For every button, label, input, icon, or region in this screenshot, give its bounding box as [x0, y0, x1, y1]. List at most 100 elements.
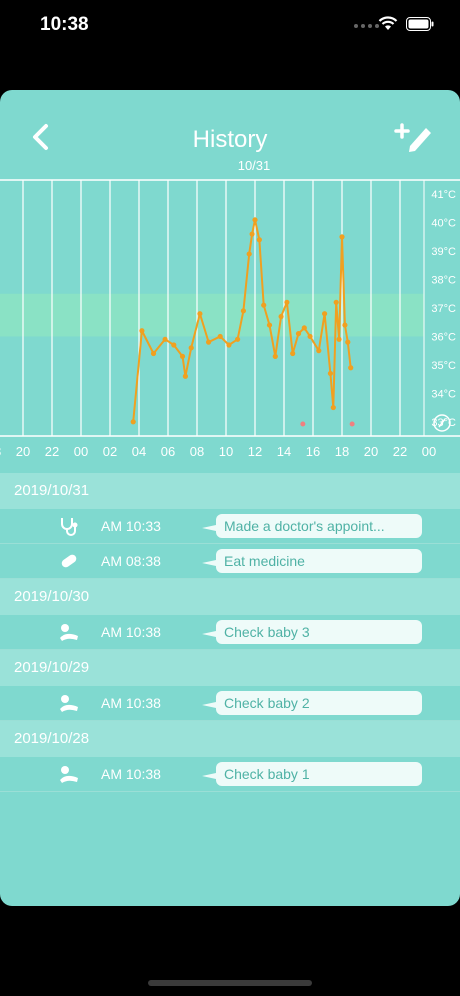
x-tick-label: 18	[0, 444, 1, 459]
temperature-point	[266, 322, 273, 328]
temperature-point	[342, 322, 348, 328]
x-tick-label: 14	[277, 444, 291, 459]
temperature-chart[interactable]: 18 20 22 00 02 04 06 08 10 12 14 16 18 20 22 00 41°C 40°C…	[0, 178, 460, 463]
date-header: 2019/10/30	[0, 579, 460, 615]
x-tick-label: 00	[74, 444, 88, 459]
y-tick-label: 36°C	[431, 331, 456, 343]
entry-time: AM 10:38	[101, 624, 161, 640]
temperature-point	[188, 345, 194, 351]
temperature-point	[235, 336, 241, 342]
wifi-icon	[378, 16, 398, 30]
bubble-tail	[202, 631, 216, 637]
temperature-point	[284, 299, 290, 305]
x-tick-label: 20	[364, 444, 378, 459]
temperature-point	[217, 333, 223, 340]
temperature-point	[240, 308, 246, 314]
x-tick-label: 10	[219, 444, 233, 459]
chevron-left-icon	[33, 124, 48, 150]
temperature-point	[348, 365, 354, 371]
add-note-button[interactable]	[392, 120, 436, 154]
history-list: 2019/10/31 AM 10:33 Made a doctor's appoin…	[0, 473, 460, 792]
stethoscope-icon	[58, 516, 80, 536]
history-entry-row[interactable]: AM 08:38 Eat medicine	[0, 544, 460, 579]
temperature-point	[290, 350, 296, 357]
entry-time: AM 10:38	[101, 695, 161, 711]
entry-time: AM 10:38	[101, 766, 161, 782]
history-entry-row[interactable]: AM 10:38 Check baby 3	[0, 615, 460, 650]
entry-note[interactable]: Made a doctor's appoint...	[216, 514, 422, 538]
temperature-point	[330, 404, 336, 411]
baby-icon	[58, 764, 80, 784]
temperature-point	[307, 333, 313, 340]
battery-icon	[406, 16, 434, 31]
y-tick-label: 34°C	[431, 388, 456, 400]
status-time: 10:38	[40, 14, 89, 35]
y-tick-label: 37°C	[431, 303, 456, 315]
x-tick-label: 08	[190, 444, 204, 459]
entry-note[interactable]: Eat medicine	[216, 549, 422, 573]
temperature-point	[226, 342, 232, 348]
temperature-point	[272, 353, 278, 359]
normal-range-band	[0, 293, 424, 337]
event-marker	[349, 421, 355, 427]
temperature-point	[278, 313, 284, 320]
pill-icon	[58, 551, 80, 571]
temperature-point	[197, 311, 203, 317]
temperature-point	[339, 234, 345, 240]
bubble-tail	[202, 560, 216, 566]
date-header: 2019/10/29	[0, 650, 460, 686]
temperature-point	[171, 342, 177, 348]
date-header: 2019/10/31	[0, 473, 460, 509]
chart-edit-icon-stroke	[438, 418, 446, 428]
baby-icon	[58, 622, 80, 642]
entry-note[interactable]: Check baby 1	[216, 762, 422, 786]
temperature-point	[179, 353, 186, 359]
x-tick-label: 06	[161, 444, 175, 459]
y-tick-label: 38°C	[431, 275, 456, 287]
temperature-point	[322, 311, 328, 317]
history-entry-row[interactable]: AM 10:38 Check baby 1	[0, 757, 460, 792]
temperature-point	[249, 231, 255, 237]
status-bar: 10:38	[0, 0, 460, 50]
date-header: 2019/10/28	[0, 721, 460, 757]
temperature-point	[327, 370, 333, 377]
history-entry-row[interactable]: AM 10:38 Check baby 2	[0, 686, 460, 721]
temperature-point	[139, 328, 145, 334]
x-tick-label: 00	[422, 444, 436, 459]
temperature-point	[295, 331, 302, 337]
chart-edit-icon	[433, 414, 451, 432]
temperature-point	[206, 339, 212, 345]
page-subtitle: 10/31	[237, 158, 271, 173]
x-tick-label: 04	[132, 444, 146, 459]
x-tick-label: 20	[16, 444, 30, 459]
entry-note[interactable]: Check baby 3	[216, 620, 422, 644]
entry-time: AM 10:33	[101, 518, 161, 534]
home-indicator	[148, 980, 312, 986]
temperature-point	[246, 251, 252, 257]
entry-time: AM 08:38	[101, 553, 161, 569]
history-entry-row[interactable]: AM 10:33 Made a doctor's appoint...	[0, 509, 460, 544]
back-button[interactable]	[26, 120, 54, 154]
x-tick-label: 18	[335, 444, 349, 459]
temperature-point	[162, 336, 168, 342]
history-sheet: History 10/31 18202200020406081012141618…	[0, 90, 460, 906]
y-tick-label: 35°C	[431, 360, 456, 372]
temperature-point	[316, 348, 322, 354]
event-marker	[300, 421, 306, 427]
y-tick-label: 39°C	[431, 246, 456, 258]
bubble-tail	[202, 702, 216, 708]
y-tick-label: 41°C	[431, 189, 456, 201]
entry-note[interactable]: Check baby 2	[216, 691, 422, 715]
temperature-point	[130, 419, 136, 425]
nav-bar: History 10/31	[0, 90, 460, 178]
page-title: History	[192, 126, 268, 153]
bubble-tail	[202, 773, 216, 779]
temperature-point	[252, 217, 258, 223]
temperature-point	[256, 237, 262, 243]
x-tick-label: 12	[248, 444, 262, 459]
x-tick-label: 22	[393, 444, 407, 459]
temperature-point	[261, 302, 267, 308]
x-tick-label: 02	[103, 444, 117, 459]
pencil-plus-icon	[394, 123, 431, 152]
temperature-point	[150, 350, 157, 357]
